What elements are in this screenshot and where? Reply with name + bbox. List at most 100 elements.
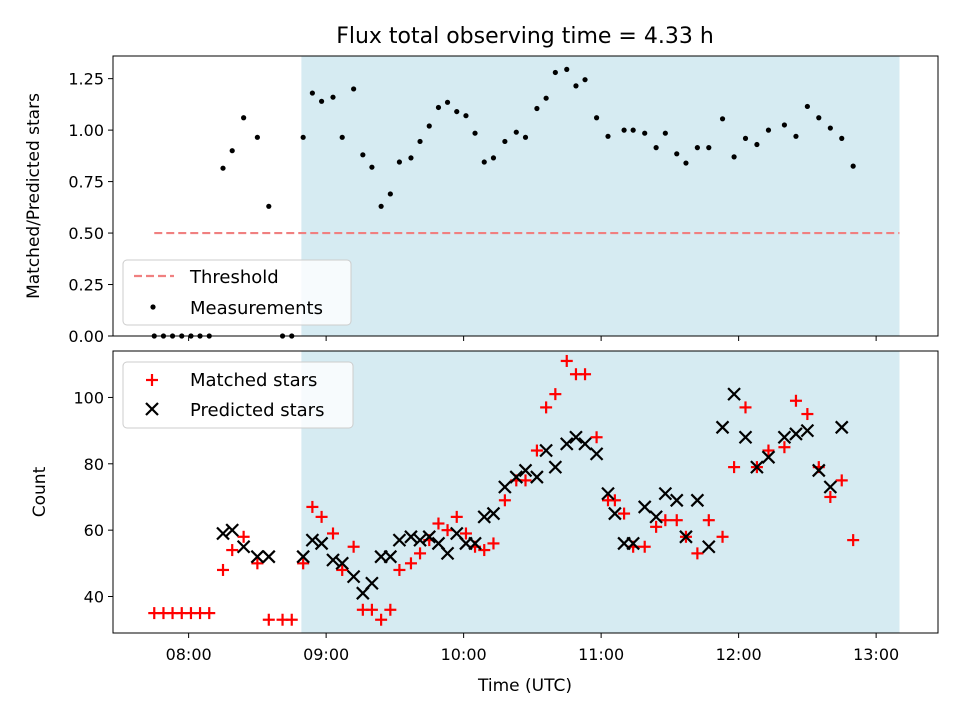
measurement-point: [731, 154, 737, 160]
measurement-point: [330, 94, 336, 100]
predicted-star-marker: [578, 437, 592, 451]
measurement-point: [502, 138, 508, 145]
predicted-star-marker: [509, 470, 524, 484]
measurement-point: [653, 145, 659, 151]
measurement-point: [318, 98, 325, 104]
matched-star-marker: [638, 540, 651, 553]
top-panel-frame: [112, 55, 939, 337]
predicted-star-marker: [658, 486, 673, 501]
bottom-y-tick-label: 60: [84, 521, 104, 540]
predicted-star-marker: [413, 533, 427, 547]
matched-star-marker: [778, 441, 791, 454]
measurement-point: [719, 116, 726, 122]
matched-star-marker: [384, 603, 397, 616]
measurement-point: [369, 164, 375, 170]
predicted-star-marker: [637, 500, 652, 514]
predicted-star-marker: [365, 576, 379, 591]
top-y-tick-label: 1.00: [68, 121, 104, 140]
predicted-star-marker: [715, 420, 730, 435]
matched-star-marker: [530, 444, 543, 457]
measurement-point: [254, 134, 260, 140]
x-tick-label: 13:00: [853, 645, 899, 664]
matched-star-marker: [327, 527, 339, 540]
predicted-star-marker: [539, 443, 553, 458]
predicted-star-marker: [589, 447, 604, 461]
predicted-star-marker: [518, 463, 533, 478]
predicted-stars-points: [216, 387, 849, 600]
bottom-y-axis-label: Count: [30, 466, 50, 517]
measurement-point: [490, 155, 497, 161]
matched-star-marker: [590, 431, 603, 444]
predicted-star-marker: [468, 536, 482, 551]
measurement-point: [804, 103, 810, 110]
measurement-point: [454, 108, 460, 115]
matched-star-marker: [347, 540, 360, 553]
top-y-tick-label: 0.00: [68, 327, 104, 346]
matched-star-marker: [306, 500, 319, 513]
threshold-legend-label: Threshold: [189, 267, 279, 288]
measurements-legend-label: Measurements: [190, 298, 323, 319]
predicted-star-marker: [404, 530, 418, 544]
measurement-point: [481, 159, 487, 165]
predicted-star-marker: [530, 470, 544, 484]
matched-star-marker: [670, 514, 683, 527]
predicted-star-marker: [601, 486, 615, 501]
matched-star-marker: [393, 563, 406, 576]
predicted-star-marker: [548, 460, 563, 474]
predicted-star-marker: [569, 430, 583, 445]
matched-star-marker: [824, 490, 837, 503]
x-tick-label: 10:00: [441, 645, 487, 664]
matched-star-marker: [498, 494, 511, 507]
measurement-point: [552, 69, 558, 76]
matched-star-marker: [217, 563, 229, 576]
measurement-point: [642, 130, 648, 136]
measurement-point: [605, 133, 611, 139]
predicted-legend-label: Predicted stars: [190, 400, 324, 421]
matched-star-marker: [716, 530, 729, 543]
x-axis-label: Time (UTC): [477, 676, 572, 696]
matched-star-marker: [650, 520, 663, 533]
matched-star-marker: [365, 603, 378, 616]
measurement-point: [426, 123, 432, 129]
predicted-star-marker: [346, 569, 361, 584]
measurement-point: [793, 133, 799, 139]
predicted-star-marker: [383, 549, 398, 564]
measurement-point: [543, 95, 549, 101]
x-tick-label: 11:00: [578, 645, 624, 664]
matched-star-marker: [519, 474, 532, 487]
top-y-axis-label: Matched/Predicted stars: [24, 93, 44, 299]
measurement-point: [694, 145, 700, 151]
measurement-point: [683, 160, 689, 166]
measurement-point: [339, 134, 345, 140]
measurement-point: [839, 135, 845, 141]
predicted-star-marker: [812, 463, 826, 478]
matched-star-marker: [739, 401, 752, 414]
predicted-star-marker: [679, 530, 693, 544]
predicted-star-marker: [422, 530, 437, 544]
measurement-point: [706, 145, 712, 151]
predicted-star-marker: [559, 437, 574, 451]
measurement-point: [435, 104, 442, 111]
measurements-legend-swatch: [150, 304, 156, 310]
measurement-point: [396, 159, 403, 165]
matched-star-marker: [375, 613, 388, 626]
matched-star-marker: [441, 524, 454, 537]
matched-star-marker: [560, 354, 573, 367]
predicted-star-marker: [296, 549, 310, 564]
matched-star-marker: [659, 514, 672, 527]
matched-star-marker: [237, 530, 250, 543]
measurement-point: [630, 127, 636, 133]
matched-star-marker: [762, 444, 775, 457]
predicted-star-marker: [800, 423, 815, 438]
predicted-star-marker: [225, 523, 239, 537]
predicted-star-marker: [392, 533, 407, 547]
matched-star-marker: [262, 613, 275, 626]
measurement-point: [351, 86, 357, 92]
measurement-point: [300, 134, 306, 140]
measurement-point: [229, 148, 235, 154]
measurement-point: [564, 66, 570, 72]
top-y-tick-label: 1.25: [68, 70, 104, 89]
x-tick-label: 09:00: [303, 645, 349, 664]
top-y-ticks: 0.00 0.25 0.50 0.75 1.00 1.25: [68, 70, 113, 346]
matched-star-marker: [847, 534, 860, 547]
